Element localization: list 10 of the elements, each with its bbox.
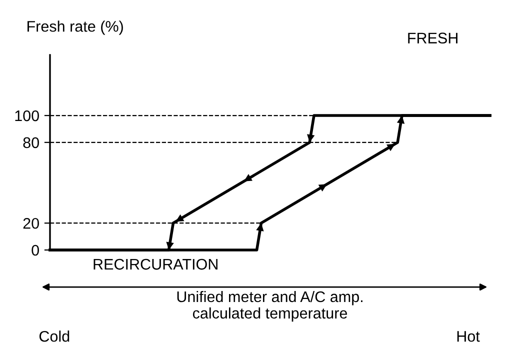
y-tick-label: 0 bbox=[32, 244, 39, 256]
y-axis-title: Fresh rate (%) bbox=[28, 20, 123, 35]
x-tick-label: Cold bbox=[39, 330, 70, 342]
text: RECIRCURATION bbox=[94, 258, 218, 270]
x-axis-title: Unified meter and A/C amp. calculated temperature bbox=[177, 290, 362, 322]
y-tick-label: 80 bbox=[23, 137, 39, 148]
y-tick-label: 100 bbox=[15, 110, 39, 122]
x-tick-label: Hot bbox=[457, 331, 480, 342]
text: FRESH bbox=[408, 32, 458, 44]
y-tick-label: 20 bbox=[23, 218, 39, 229]
